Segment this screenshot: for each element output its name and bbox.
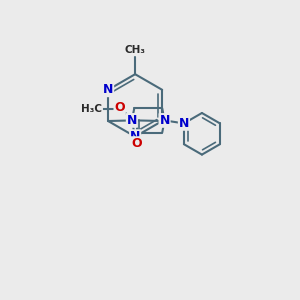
Text: N: N	[103, 83, 113, 96]
Text: H₃C: H₃C	[81, 104, 102, 114]
Text: N: N	[130, 130, 140, 143]
Text: O: O	[132, 137, 142, 150]
Text: N: N	[127, 114, 137, 127]
Text: N: N	[159, 114, 170, 127]
Text: O: O	[114, 101, 125, 114]
Text: CH₃: CH₃	[124, 44, 146, 55]
Text: N: N	[179, 117, 189, 130]
